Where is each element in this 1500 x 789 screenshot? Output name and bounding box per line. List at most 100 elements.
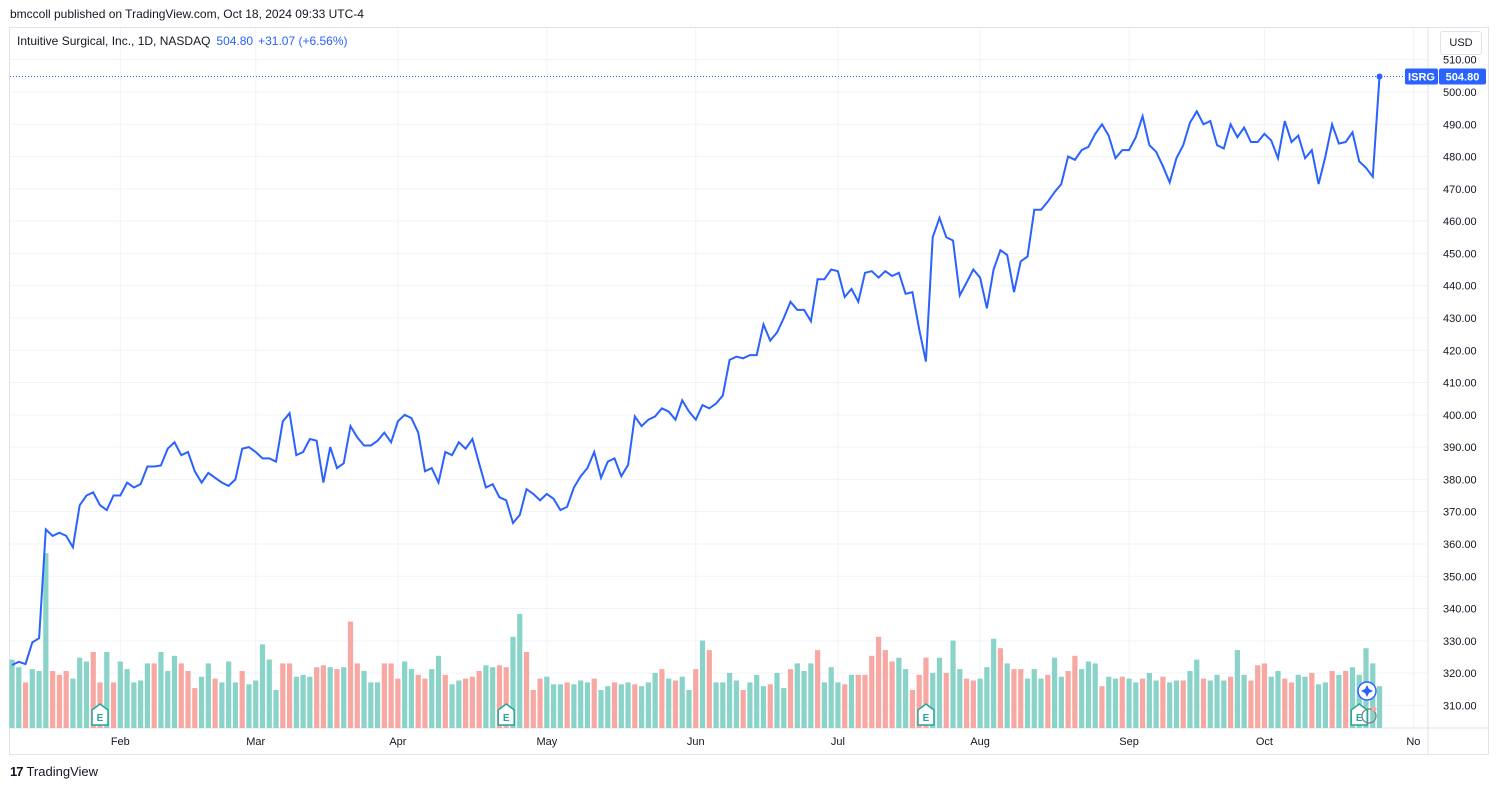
volume-bar — [537, 678, 543, 728]
volume-bar — [1112, 678, 1119, 728]
volume-bar — [70, 678, 76, 728]
last-symbol-text: ISRG — [1408, 71, 1435, 83]
volume-bar — [869, 655, 875, 728]
brand-name: TradingView — [26, 764, 99, 779]
volume-bar — [1309, 672, 1315, 728]
volume-bar — [808, 663, 814, 728]
volume-bar — [1275, 671, 1281, 728]
volume-bar — [699, 640, 706, 728]
volume-bar — [1207, 680, 1213, 728]
price-line-series — [11, 76, 1381, 666]
chart-tools — [1357, 681, 1377, 724]
volume-bar — [205, 663, 211, 728]
volume-bar — [402, 661, 408, 728]
earnings-marker[interactable]: E — [91, 703, 109, 726]
volume-bar — [1228, 676, 1234, 728]
earnings-marker[interactable]: E — [497, 703, 515, 726]
volume-bar — [138, 680, 144, 728]
volume-bar — [1126, 678, 1132, 728]
volume-bar — [226, 661, 232, 728]
volume-bar — [171, 655, 178, 728]
time-axis[interactable]: Feb Mar Apr May Jun Jul Aug Sep Oct No — [111, 736, 1421, 748]
volume-bar — [1248, 680, 1254, 728]
price-tick-label: 510.00 — [1443, 55, 1477, 67]
price-tick-label: 500.00 — [1443, 87, 1477, 99]
volume-bar — [1221, 680, 1227, 728]
volume-bar — [781, 688, 787, 728]
volume-bar — [801, 671, 807, 728]
price-tick-label: 340.00 — [1443, 604, 1477, 616]
volume-bar — [1356, 674, 1362, 728]
volume-bar — [1106, 676, 1112, 728]
volume-bar — [909, 690, 916, 728]
volume-bar — [591, 678, 597, 728]
volume-bar — [1092, 663, 1098, 728]
volume-bar — [90, 652, 96, 728]
volume-bar — [733, 680, 739, 728]
volume-bar — [1024, 678, 1031, 728]
volume-bar — [828, 667, 834, 728]
volume-bar — [131, 682, 137, 728]
price-tick-label: 450.00 — [1443, 248, 1477, 260]
volume-bar — [368, 682, 374, 728]
volume-bar — [618, 684, 624, 728]
volume-bar — [862, 674, 868, 728]
price-axis[interactable]: 310.00 320.00 330.00 340.00 350.00 360.00 370.… — [1443, 55, 1477, 713]
volume-bar — [848, 674, 855, 728]
month-tick-label: Jun — [687, 736, 705, 748]
volume-bar — [117, 661, 123, 728]
volume-bar — [496, 665, 503, 728]
currency-button[interactable]: USD — [1440, 31, 1482, 55]
volume-bar — [178, 663, 184, 728]
volume-bar — [903, 669, 909, 728]
volume-bar — [740, 690, 746, 728]
volume-bar — [354, 663, 360, 728]
month-tick-label: Apr — [389, 736, 406, 748]
volume-bar — [1255, 665, 1261, 728]
symbol-legend[interactable]: Intuitive Surgical, Inc., 1D, NASDAQ 504.… — [17, 34, 348, 48]
volume-bar — [158, 652, 164, 728]
volume-bar — [476, 671, 482, 728]
publish-info: bmccoll published on TradingView.com, Oc… — [10, 7, 364, 21]
price-tick-label: 380.00 — [1443, 474, 1477, 486]
volume-bar — [1241, 674, 1247, 728]
tradingview-logo-icon: 17 — [10, 764, 24, 779]
month-tick-label: Jul — [831, 736, 845, 748]
volume-bar — [652, 672, 658, 728]
price-tick-label: 330.00 — [1443, 636, 1477, 648]
volume-bar — [855, 674, 861, 728]
volume-bar — [83, 661, 90, 728]
price-tick-label: 360.00 — [1443, 539, 1477, 551]
volume-bar — [469, 676, 475, 728]
volume-bar — [679, 676, 685, 728]
price-tick-label: 320.00 — [1443, 668, 1477, 680]
volume-bar — [1343, 671, 1349, 728]
volume-bar — [1079, 669, 1085, 728]
volume-bar — [1187, 671, 1193, 728]
volume-bar — [875, 636, 882, 728]
volume-bar — [611, 682, 618, 728]
volume-bar — [1018, 669, 1024, 728]
volume-bar — [490, 667, 496, 728]
volume-bar — [693, 669, 699, 728]
volume-bar — [1085, 661, 1092, 728]
volume-bar — [239, 671, 245, 728]
volume-bar — [334, 669, 340, 728]
month-tick-label: Aug — [970, 736, 990, 748]
volume-bar — [253, 680, 259, 728]
volume-bar — [1065, 671, 1071, 728]
volume-bar — [774, 672, 780, 728]
earnings-marker[interactable]: E — [917, 703, 935, 726]
volume-bar — [1302, 676, 1308, 728]
volume-bar — [361, 671, 367, 728]
volume-bar — [1160, 676, 1166, 728]
volume-bar — [977, 678, 983, 728]
volume-bar — [1288, 682, 1295, 728]
volume-bar — [16, 667, 22, 728]
footer-brand[interactable]: 17 TradingView — [10, 764, 98, 779]
volume-bar — [625, 682, 631, 728]
volume-bar — [374, 682, 381, 728]
volume-bar — [557, 684, 563, 728]
